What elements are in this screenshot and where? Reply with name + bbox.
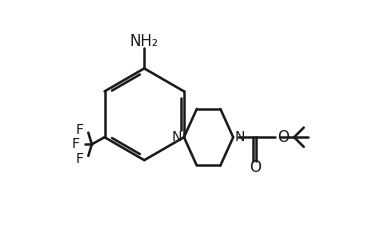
Text: F: F [76,152,83,166]
Text: F: F [76,123,83,137]
Text: F: F [72,137,80,151]
Text: N: N [235,129,245,144]
Text: NH₂: NH₂ [130,34,159,49]
Text: O: O [277,130,289,145]
Text: O: O [250,160,261,175]
Text: N: N [172,129,182,144]
